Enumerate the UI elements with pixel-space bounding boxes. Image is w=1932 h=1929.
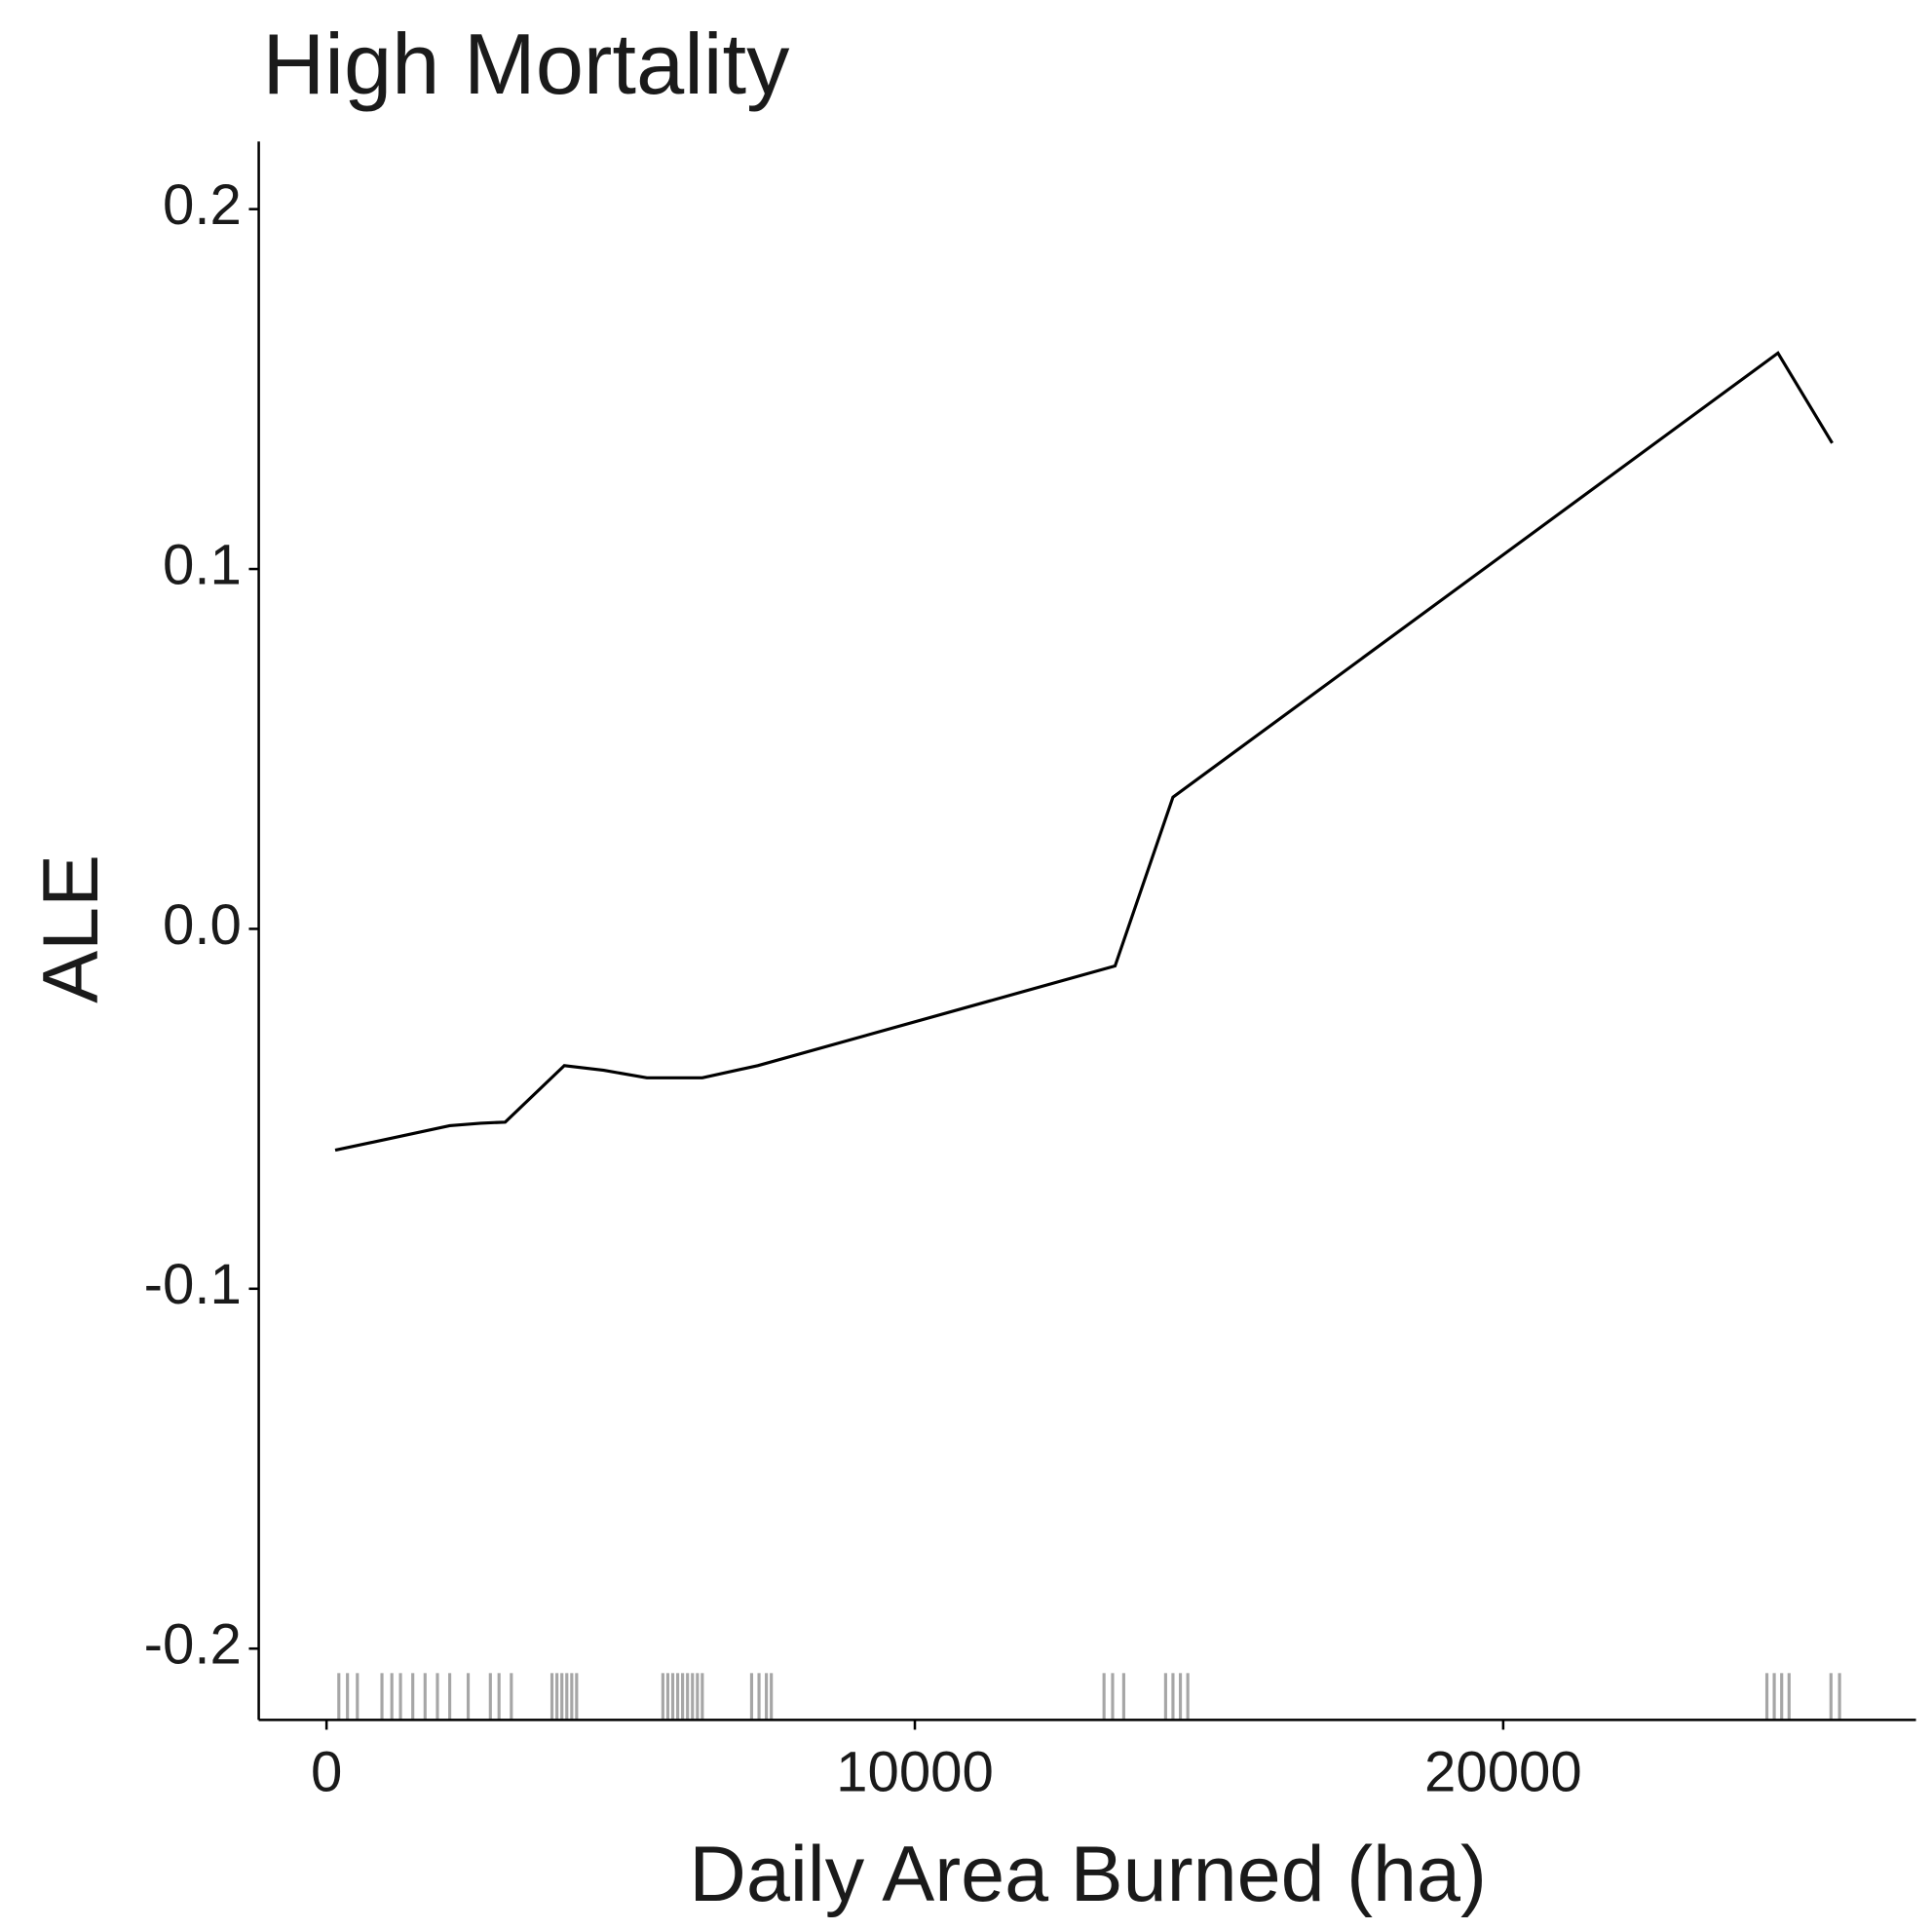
y-axis-title: ALE [27,854,115,1003]
x-tick-label: 0 [311,1741,342,1804]
x-axis-title: Daily Area Burned (ha) [689,1831,1487,1918]
y-tick-label: 0.2 [163,173,242,237]
x-tick-label: 20000 [1424,1741,1582,1804]
y-tick-label: 0.1 [163,533,242,596]
y-tick-label: 0.0 [163,893,242,957]
y-tick-label: -0.1 [144,1253,242,1316]
y-tick-label: -0.2 [144,1613,242,1677]
ale-line [334,351,1834,1153]
chart-title: High Mortality [262,16,790,112]
x-tick-label: 10000 [836,1741,994,1804]
